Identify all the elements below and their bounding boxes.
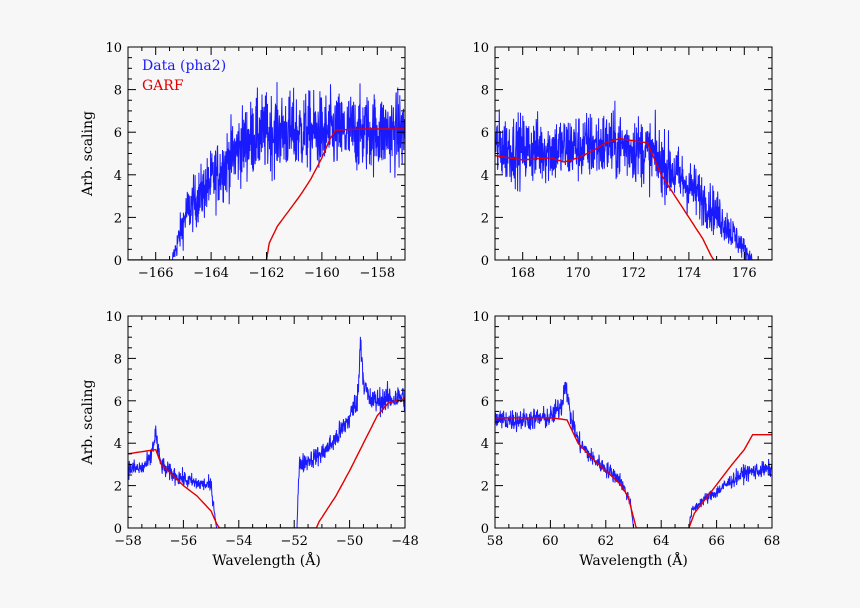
series-line-data-pha2 (495, 100, 753, 260)
y-tick-label: 8 (114, 84, 122, 99)
x-tick-label: −56 (170, 534, 197, 549)
y-tick-label: 2 (481, 480, 489, 495)
y-tick-label: 0 (114, 522, 122, 537)
y-tick-label: 0 (481, 254, 489, 269)
y-tick-label: 8 (481, 84, 489, 99)
y-tick-label: 8 (114, 352, 122, 367)
chart-panel-1: −166 −164 −162 −160 −158 0 2 4 6 8 10 Arb. scaling D… (80, 41, 406, 281)
x-tick-label: 170 (566, 266, 591, 281)
plot-area (128, 82, 405, 260)
y-tick-label: 0 (114, 254, 122, 269)
y-tick-label: 10 (105, 41, 122, 56)
x-tick-label: −52 (280, 534, 307, 549)
y-tick-label: 4 (481, 437, 489, 452)
y-tick-label: 2 (114, 211, 122, 226)
plot-frame (127, 315, 406, 529)
series-line-garf (495, 137, 772, 260)
y-tick-label: 4 (114, 169, 122, 184)
x-tick-label: 62 (598, 534, 615, 549)
series-line-data-pha2 (495, 381, 772, 528)
y-tick-label: 2 (114, 480, 122, 495)
x-tick-label: 58 (487, 534, 504, 549)
y-tick-label: 4 (114, 437, 122, 452)
x-tick-label: −160 (304, 266, 340, 281)
legend-entry: GARF (142, 78, 184, 94)
legend-entry: Data (pha2) (142, 58, 226, 74)
y-tick-label: 6 (114, 126, 122, 141)
y-axis-label: Arb. scaling (80, 111, 96, 197)
y-tick-label: 6 (481, 126, 489, 141)
x-tick-label: −48 (391, 534, 418, 549)
y-tick-label: 6 (481, 395, 489, 410)
plot-frame (494, 315, 773, 529)
y-tick-label: 0 (481, 522, 489, 537)
x-tick-label: −58 (114, 534, 141, 549)
series-line-garf (495, 417, 772, 528)
x-tick-label: 68 (764, 534, 781, 549)
y-tick-label: 4 (481, 169, 489, 184)
x-tick-label: −158 (359, 266, 395, 281)
series-line-garf (128, 128, 405, 260)
x-tick-label: −162 (249, 266, 285, 281)
chart-panel-3: −58 −56 −54 −52 −50 −48 0 2 4 6 8 10 Arb. scaling Wav… (80, 310, 419, 569)
x-tick-label: 174 (676, 266, 701, 281)
x-tick-label: 176 (732, 266, 757, 281)
x-axis-label: Wavelength (Å) (579, 551, 688, 569)
y-axis-label: Arb. scaling (80, 379, 96, 465)
y-tick-label: 10 (472, 41, 489, 56)
x-tick-label: 168 (510, 266, 535, 281)
y-tick-label: 10 (105, 310, 122, 325)
x-tick-label: 60 (542, 534, 559, 549)
y-tick-label: 2 (481, 211, 489, 226)
x-tick-label: 64 (653, 534, 670, 549)
y-tick-label: 6 (114, 395, 122, 410)
x-tick-label: −50 (336, 534, 363, 549)
plot-area (495, 381, 772, 528)
x-tick-label: 66 (708, 534, 725, 549)
series-line-data-pha2 (171, 82, 405, 260)
series-line-data-pha2 (128, 336, 405, 528)
x-tick-label: −54 (225, 534, 252, 549)
x-tick-label: 172 (621, 266, 646, 281)
plot-area (495, 100, 772, 260)
y-tick-label: 10 (472, 310, 489, 325)
y-tick-label: 8 (481, 352, 489, 367)
x-axis-label: Wavelength (Å) (212, 551, 321, 569)
x-tick-label: −164 (193, 266, 229, 281)
plot-area (128, 336, 405, 528)
series-line-garf (128, 398, 405, 528)
chart-panel-2: 168 170 172 174 176 0 2 4 6 8 10 (472, 41, 773, 281)
x-tick-label: −166 (138, 266, 174, 281)
